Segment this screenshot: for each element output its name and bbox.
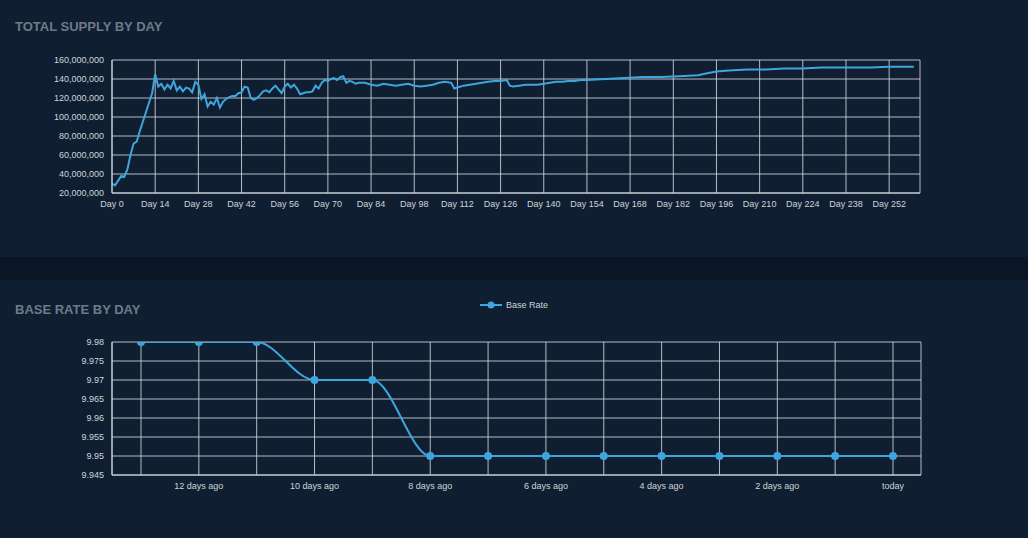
svg-text:9.95: 9.95	[86, 451, 104, 461]
svg-text:today: today	[882, 481, 905, 491]
svg-text:12 days ago: 12 days ago	[174, 481, 223, 491]
svg-text:Day 140: Day 140	[527, 199, 561, 209]
svg-text:Day 112: Day 112	[441, 199, 474, 209]
svg-text:100,000,000: 100,000,000	[54, 112, 104, 122]
svg-text:2 days ago: 2 days ago	[755, 481, 799, 491]
html-text:TOTAL SUPPLY BY DAY: TOTAL SUPPLY BY DAY	[15, 19, 163, 34]
svg-text:Day 126: Day 126	[484, 199, 518, 209]
svg-text:10 days ago: 10 days ago	[290, 481, 339, 491]
svg-text:120,000,000: 120,000,000	[54, 93, 104, 103]
svg-text:9.965: 9.965	[81, 394, 104, 404]
svg-text:Day 98: Day 98	[400, 199, 429, 209]
svg-text:Day 70: Day 70	[314, 199, 343, 209]
svg-text:6 days ago: 6 days ago	[524, 481, 568, 491]
svg-text:9.975: 9.975	[81, 356, 104, 366]
html-text:Base Rate: Base Rate	[506, 300, 548, 310]
svg-text:Day 84: Day 84	[357, 199, 386, 209]
svg-text:Day 238: Day 238	[829, 199, 863, 209]
svg-text:Day 252: Day 252	[872, 199, 906, 209]
svg-text:9.96: 9.96	[86, 413, 104, 423]
svg-text:Day 42: Day 42	[227, 199, 256, 209]
svg-text:40,000,000: 40,000,000	[59, 169, 104, 179]
svg-text:Day 196: Day 196	[700, 199, 734, 209]
svg-text:8 days ago: 8 days ago	[408, 481, 452, 491]
svg-text:Day 14: Day 14	[141, 199, 170, 209]
svg-text:Day 28: Day 28	[184, 199, 213, 209]
svg-text:9.945: 9.945	[81, 470, 104, 480]
svg-text:Day 56: Day 56	[270, 199, 299, 209]
svg-text:Day 0: Day 0	[100, 199, 124, 209]
svg-text:9.97: 9.97	[86, 375, 104, 385]
svg-text:4 days ago: 4 days ago	[640, 481, 684, 491]
svg-text:60,000,000: 60,000,000	[59, 150, 104, 160]
svg-text:9.98: 9.98	[86, 337, 104, 347]
svg-text:140,000,000: 140,000,000	[54, 74, 104, 84]
svg-text:20,000,000: 20,000,000	[59, 188, 104, 198]
svg-text:9.955: 9.955	[81, 432, 104, 442]
svg-text:160,000,000: 160,000,000	[54, 55, 104, 65]
svg-text:Day 168: Day 168	[613, 199, 647, 209]
svg-text:Day 224: Day 224	[786, 199, 820, 209]
svg-text:Day 182: Day 182	[657, 199, 691, 209]
svg-text:Day 210: Day 210	[743, 199, 777, 209]
svg-text:80,000,000: 80,000,000	[59, 131, 104, 141]
html-text:BASE RATE BY DAY: BASE RATE BY DAY	[15, 302, 141, 317]
svg-text:Day 154: Day 154	[570, 199, 604, 209]
